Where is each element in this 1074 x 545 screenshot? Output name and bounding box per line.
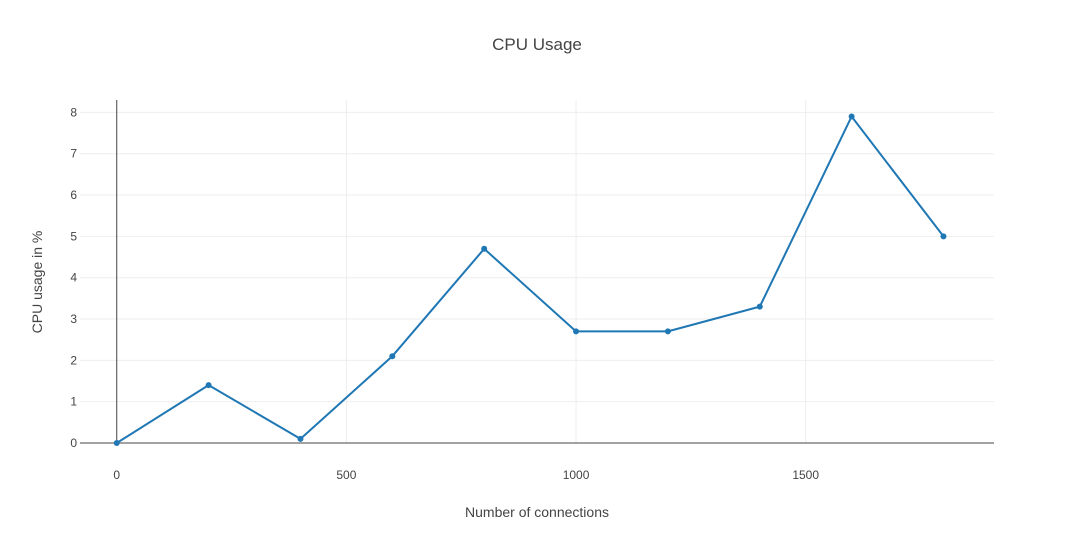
y-tick-label: 4 <box>70 271 77 285</box>
y-tick-label: 1 <box>70 395 77 409</box>
y-tick-label: 7 <box>70 147 77 161</box>
y-tick-label: 8 <box>70 105 77 119</box>
y-tick-label: 0 <box>70 436 77 450</box>
data-point[interactable] <box>940 233 947 240</box>
data-point[interactable] <box>113 440 120 446</box>
x-tick-label: 0 <box>113 468 120 482</box>
data-point[interactable] <box>848 113 855 120</box>
data-point[interactable] <box>573 328 580 335</box>
data-point[interactable] <box>481 245 488 252</box>
grid <box>80 100 994 443</box>
x-axis-title: Number of connections <box>465 504 609 520</box>
data-point[interactable] <box>389 353 396 360</box>
y-axis-title: CPU usage in % <box>29 231 45 334</box>
data-point[interactable] <box>205 382 212 389</box>
x-tick-label: 1000 <box>563 468 590 482</box>
y-tick-label: 6 <box>70 188 77 202</box>
series <box>113 113 947 446</box>
axes <box>80 100 994 444</box>
x-tick-label: 500 <box>336 468 356 482</box>
data-point[interactable] <box>756 303 763 310</box>
data-point[interactable] <box>297 435 304 442</box>
y-tick-label: 5 <box>70 229 77 243</box>
y-tick-label: 3 <box>70 312 77 326</box>
chart-title: CPU Usage <box>492 35 582 54</box>
y-tick-label: 2 <box>70 353 77 367</box>
tick-labels: 0 1 2 3 4 5 6 7 8 0 500 1000 1500 <box>70 105 819 482</box>
data-point[interactable] <box>664 328 671 335</box>
x-tick-label: 1500 <box>792 468 819 482</box>
series-line <box>116 115 945 444</box>
